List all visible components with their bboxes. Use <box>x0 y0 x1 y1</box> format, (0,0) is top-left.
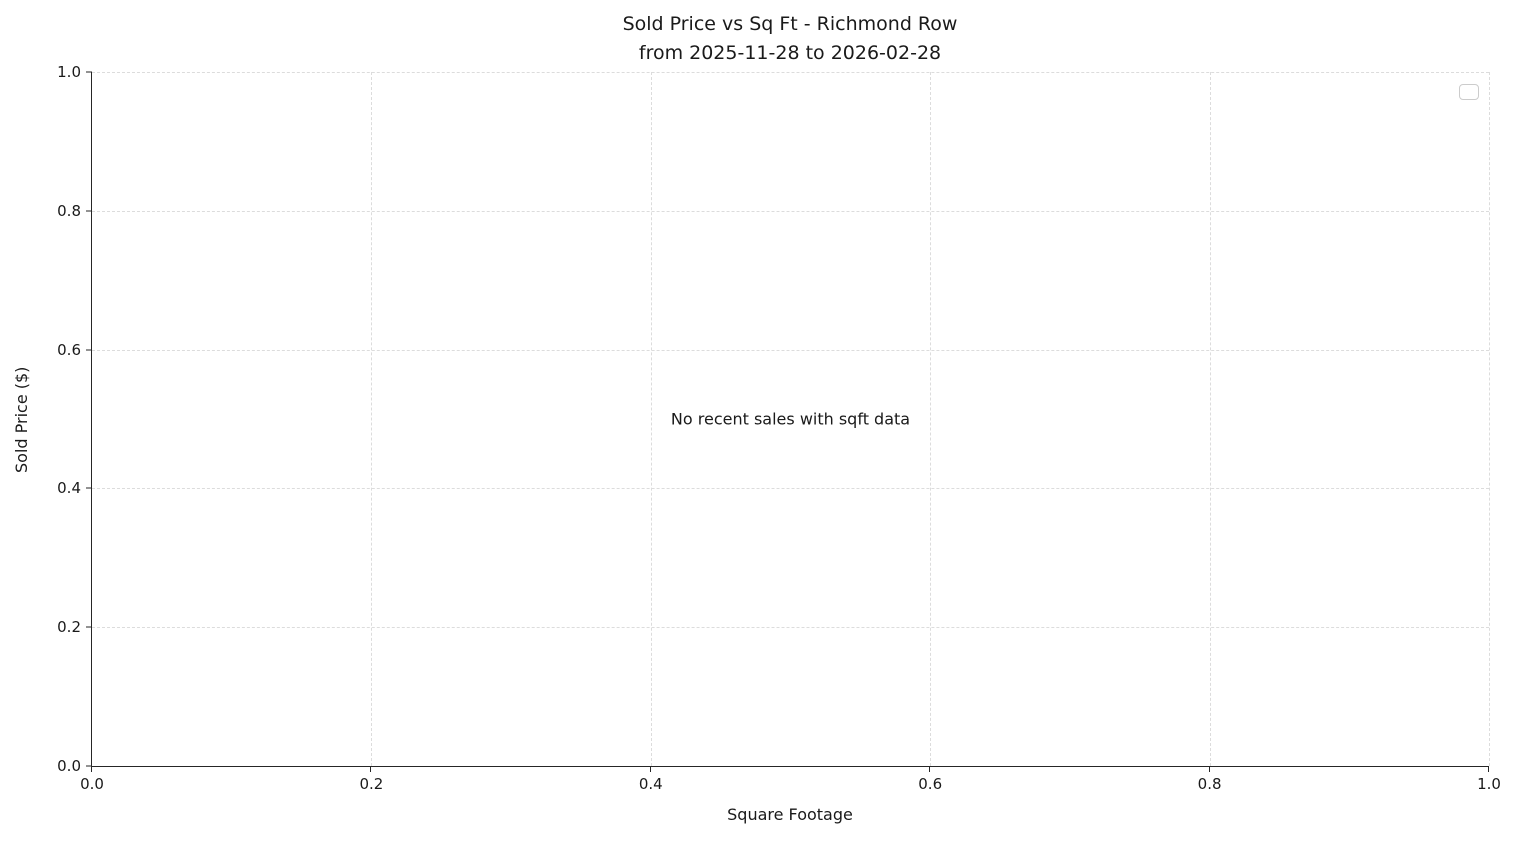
y-gridline <box>92 627 1489 629</box>
x-tick-mark <box>370 766 372 772</box>
x-tick-label: 0.8 <box>1197 775 1222 793</box>
y-tick-label: 0.8 <box>57 201 81 220</box>
x-gridline <box>1489 72 1490 766</box>
y-tick-label: 0.6 <box>57 340 81 359</box>
x-tick-label: 0.2 <box>359 775 384 793</box>
x-gridline <box>930 72 932 766</box>
y-tick-label: 0.4 <box>57 479 81 498</box>
y-gridline <box>92 210 1489 212</box>
x-axis-label: Square Footage <box>727 805 853 824</box>
y-tick-mark <box>86 349 92 351</box>
y-tick-label: 0.0 <box>57 757 81 775</box>
y-gridline <box>92 488 1489 490</box>
x-tick-mark <box>1488 766 1489 772</box>
x-tick-mark <box>929 766 931 772</box>
y-tick-mark <box>86 210 92 212</box>
x-gridline <box>1209 72 1211 766</box>
y-tick-mark <box>86 765 92 767</box>
x-gridline <box>650 72 652 766</box>
no-data-annotation: No recent sales with sqft data <box>670 409 911 429</box>
x-tick-label: 0.0 <box>80 775 104 793</box>
y-gridline <box>92 72 1489 73</box>
y-tick-mark <box>86 487 92 489</box>
y-tick-label: 0.2 <box>57 618 81 637</box>
x-tick-label: 1.0 <box>1477 775 1501 793</box>
x-tick-label: 0.4 <box>638 775 663 793</box>
chart-title-line2: from 2025-11-28 to 2026-02-28 <box>638 42 942 64</box>
y-tick-mark <box>86 626 92 628</box>
chart-title: Sold Price vs Sq Ft - Richmond Row from … <box>91 10 1489 68</box>
x-tick-mark <box>91 766 92 772</box>
x-tick-mark <box>649 766 651 772</box>
y-gridline <box>92 349 1489 351</box>
x-gridline <box>371 72 373 766</box>
y-tick-label: 1.0 <box>57 63 81 81</box>
y-tick-mark <box>86 71 92 73</box>
x-tick-label: 0.6 <box>918 775 943 793</box>
y-axis-label: Sold Price ($) <box>12 366 31 473</box>
x-tick-mark <box>1208 766 1210 772</box>
chart-title-line1: Sold Price vs Sq Ft - Richmond Row <box>622 13 958 35</box>
legend-box <box>1459 84 1479 100</box>
plot-area: No recent sales with sqft data 0.0 0.2 0.4… <box>57 63 1501 793</box>
